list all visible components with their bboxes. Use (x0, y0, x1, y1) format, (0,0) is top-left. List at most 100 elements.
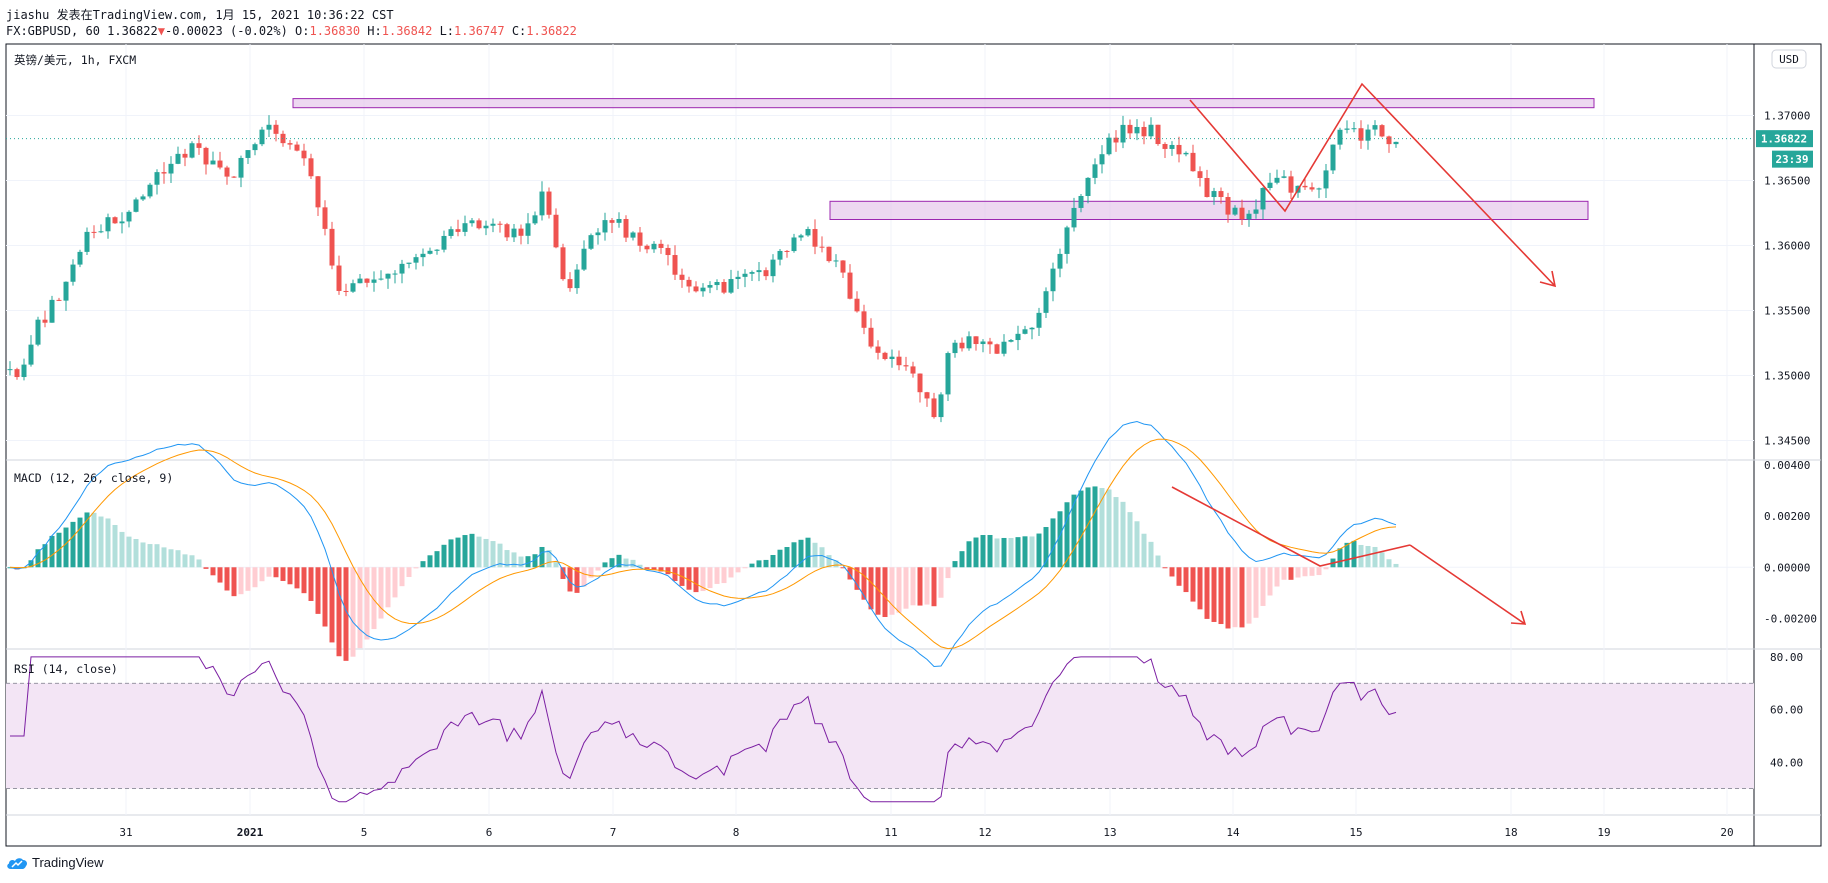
macd-series (6, 420, 1754, 668)
price-pane-title: 英镑/美元, 1h, FXCM (14, 53, 136, 67)
open-value: 1.36830 (309, 24, 361, 38)
zones[interactable] (292, 98, 1595, 221)
macd-hist-bar-112 (791, 542, 797, 568)
macd-axis[interactable]: 0.00400 0.00200 0.00000 -0.00200 (1764, 459, 1817, 625)
candle-body-3 (28, 344, 34, 365)
macd-hist-bar-118 (833, 560, 839, 568)
candle-body-173 (1218, 191, 1224, 198)
macd-hist-bar-121 (854, 567, 860, 590)
price-axis[interactable]: 1.37000 1.36500 1.36000 1.35500 1.35000 1.345… (1764, 110, 1810, 448)
macd-hist-bar-90 (637, 564, 643, 568)
candle-body-45 (322, 207, 328, 229)
macd-hist-bar-42 (301, 567, 307, 594)
macd-hist-bar-159 (1120, 501, 1126, 568)
candle-body-197 (1386, 136, 1392, 145)
macd-hist-bar-65 (462, 535, 468, 568)
macd-arrowhead (1510, 610, 1527, 625)
candle-body-15 (112, 217, 118, 224)
countdown-tag: 23:39 (1772, 150, 1813, 168)
macd-hist-bar-179 (1260, 567, 1266, 606)
candle-body-80 (567, 279, 573, 289)
candle-body-63 (448, 229, 454, 236)
drawings[interactable] (1171, 82, 1557, 625)
macd-hist-bar-114 (805, 537, 811, 568)
macd-hist-bar-192 (1351, 540, 1357, 568)
candle-body-105 (742, 273, 748, 277)
macd-hist-bar-99 (700, 567, 706, 592)
macd-hist-bar-32 (231, 567, 237, 597)
macd-hist-bar-180 (1267, 567, 1273, 596)
macd-hist-bar-13 (98, 516, 104, 568)
candle-body-50 (357, 278, 363, 284)
macd-hist-bar-3 (28, 560, 34, 568)
candle-body-68 (483, 225, 489, 229)
macd-hist-bar-131 (924, 567, 930, 605)
candle-body-53 (378, 278, 384, 280)
candle-body-191 (1344, 128, 1350, 130)
candle-body-42 (301, 150, 307, 159)
candle-body-29 (210, 160, 216, 165)
macd-hist-bar-58 (413, 567, 419, 569)
macd-hist-bar-76 (539, 546, 545, 568)
candle-body-131 (924, 392, 930, 399)
candle-body-151 (1064, 227, 1070, 254)
support-zone (829, 200, 1589, 221)
candle-body-48 (343, 290, 349, 292)
time-tick-3: 6 (486, 826, 493, 839)
candle-body-12 (91, 231, 97, 233)
candle-body-11 (84, 231, 90, 252)
macd-hist-bar-132 (931, 567, 937, 607)
candle-body-136 (959, 342, 965, 349)
macd-hist-bar-171 (1204, 567, 1210, 619)
price-tick-0: 1.37000 (1764, 110, 1810, 123)
high-label: H: (367, 24, 382, 38)
macd-hist-bar-27 (196, 559, 202, 568)
rsi-axis[interactable]: 80.00 60.00 40.00 (1770, 651, 1803, 769)
candle-body-44 (315, 176, 321, 208)
candle-body-114 (805, 229, 811, 236)
candle-body-21 (154, 172, 160, 185)
symbol-label: FX:GBPUSD, 60 (6, 24, 100, 38)
candle-body-1 (14, 369, 20, 378)
currency-button[interactable]: USD (1771, 49, 1807, 69)
macd-hist-bar-34 (245, 567, 251, 591)
candle-body-49 (350, 283, 356, 292)
macd-hist-bar-87 (616, 554, 622, 568)
time-tick-5: 8 (733, 826, 740, 839)
macd-hist-bar-73 (518, 556, 524, 568)
down-arrow-icon: ▼ (157, 24, 165, 38)
macd-hist-bar-197 (1386, 559, 1392, 568)
candle-body-152 (1071, 207, 1077, 228)
macd-hist-bar-160 (1127, 512, 1133, 568)
macd-hist-bar-41 (294, 567, 300, 589)
macd-hist-bar-111 (784, 547, 790, 568)
macd-hist-bar-110 (777, 549, 783, 568)
macd-hist-bar-115 (812, 542, 818, 568)
candle-body-154 (1085, 177, 1091, 196)
candle-body-113 (798, 235, 804, 238)
macd-hist-bar-104 (735, 567, 741, 573)
macd-hist-bar-40 (287, 567, 293, 585)
macd-hist-bar-117 (826, 555, 832, 568)
macd-hist-bar-102 (721, 567, 727, 584)
time-axis[interactable]: 31 2021 5 6 7 8 11 12 13 14 15 18 19 20 (119, 826, 1733, 839)
macd-hist-bar-19 (140, 542, 146, 568)
macd-hist-bar-107 (756, 560, 762, 568)
candle-body-143 (1008, 340, 1014, 342)
macd-hist-bar-137 (966, 541, 972, 568)
macd-hist-bar-100 (707, 567, 713, 589)
macd-hist-bar-16 (119, 531, 125, 568)
candle-body-170 (1197, 171, 1203, 178)
candle-body-133 (938, 394, 944, 418)
candle-body-58 (413, 257, 419, 263)
macd-hist-bar-130 (917, 567, 923, 606)
candle-body-65 (462, 223, 468, 232)
candle-body-178 (1253, 209, 1259, 214)
macd-line (9, 420, 1397, 668)
macd-hist-bar-126 (889, 567, 895, 615)
macd-hist-bar-134 (945, 567, 951, 579)
candle-body-164 (1155, 124, 1161, 145)
brand-logo[interactable]: TradingView (6, 855, 104, 870)
candle-body-7 (56, 299, 62, 301)
